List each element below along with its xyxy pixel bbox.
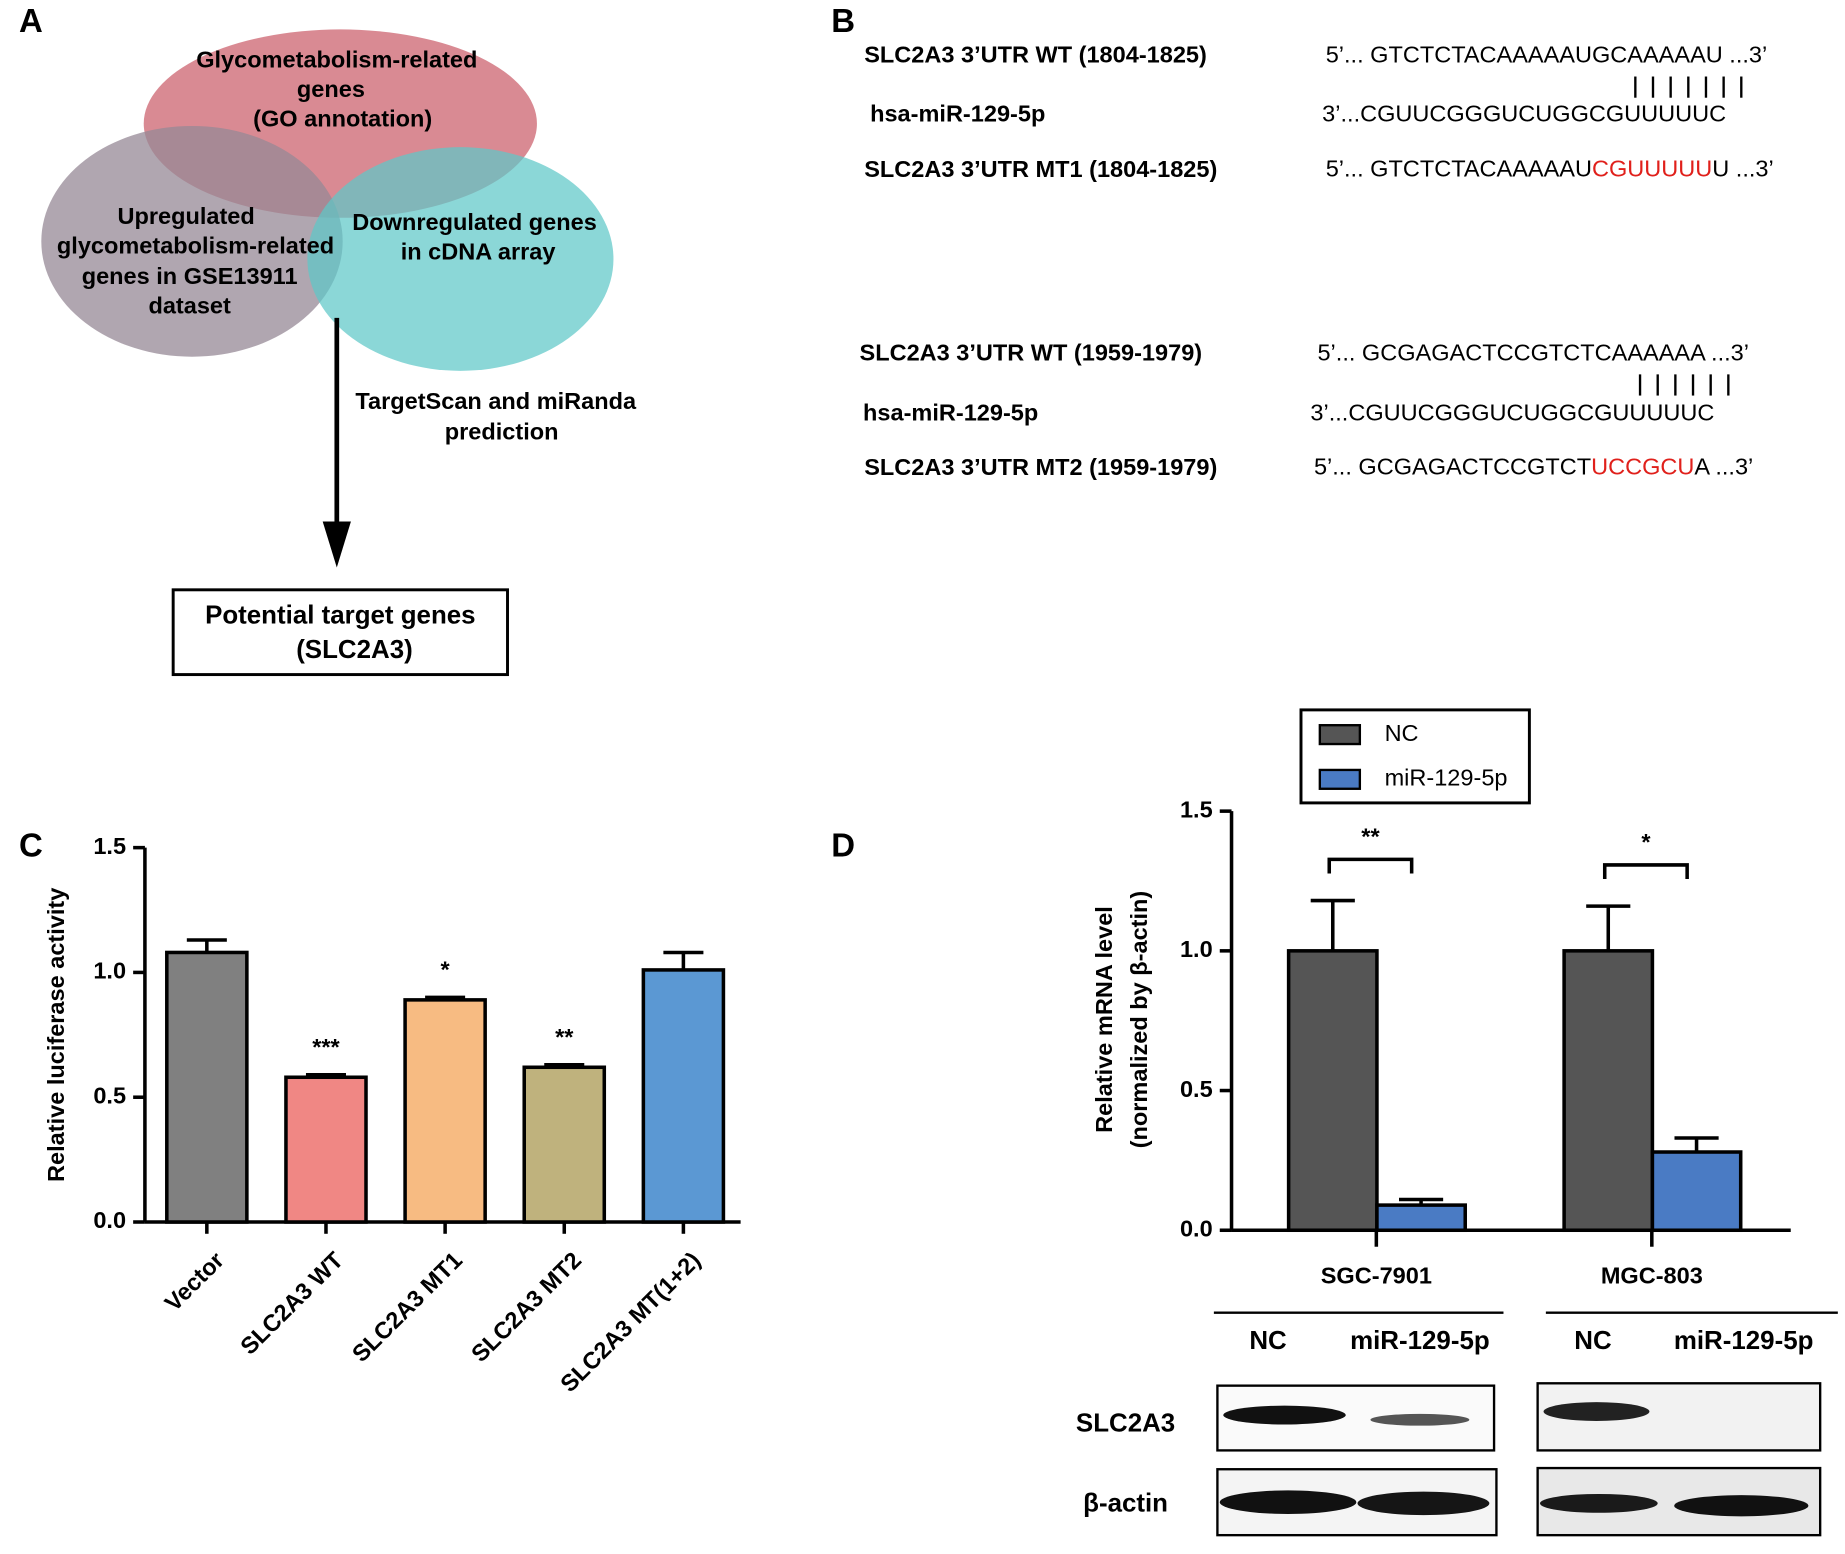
error-bar	[1310, 898, 1355, 951]
y-tick-label: 1.5	[93, 833, 126, 859]
arrow-head	[322, 521, 351, 568]
sequence-part: 5’... GCGAGACTCCGTCT	[1314, 454, 1591, 480]
bar	[403, 998, 487, 1224]
x-tick-label: SGC-7901	[1321, 1263, 1432, 1289]
seq-label: hsa-miR-129-5p	[870, 101, 1045, 127]
blot-column-label: NC	[1249, 1327, 1286, 1355]
venn-label: in cDNA array	[401, 238, 556, 264]
panel-label: C	[19, 826, 43, 863]
venn-left	[41, 125, 343, 357]
blot-column-label: NC	[1574, 1327, 1611, 1355]
y-tick-label: 0.5	[1180, 1076, 1213, 1102]
error-bar	[663, 950, 704, 970]
y-axis-label: (normalized by β-actin)	[1126, 891, 1152, 1149]
y-axis-label: Relative luciferase activity	[43, 888, 69, 1182]
sequence: 5’... GCGAGACTCCGTCTCAAAAAA ...3’	[1317, 340, 1749, 366]
error-bar	[544, 1063, 585, 1068]
blot-images	[1216, 1382, 1822, 1537]
sequence-part: 5’... GTCTCTACAAAAAU	[1326, 156, 1592, 182]
venn-label: genes in GSE13911	[82, 263, 298, 289]
significance: *	[441, 957, 451, 983]
arrow-label: TargetScan and miRanda	[355, 388, 637, 414]
significance: ***	[312, 1034, 340, 1060]
sequence: 3’...CGUUCGGGUCUGGCGUUUUUC	[1322, 101, 1726, 127]
blot-row-label: SLC2A3	[1076, 1409, 1175, 1437]
x-tick-label: SLC2A3 WT	[235, 1246, 348, 1359]
result-box	[171, 588, 509, 677]
error-bar	[186, 938, 227, 953]
error-bar	[305, 1072, 346, 1078]
legend-label: NC	[1385, 720, 1419, 746]
bar	[1650, 1150, 1743, 1233]
sequence-part: U ...3’	[1712, 156, 1773, 182]
arrow-label: prediction	[445, 418, 559, 444]
error-bar	[1674, 1136, 1719, 1153]
seq-label: SLC2A3 3’UTR WT (1804-1825)	[864, 42, 1207, 68]
panel-label: B	[831, 2, 855, 39]
x-tick-label: MGC-803	[1601, 1263, 1703, 1289]
error-bar	[1399, 1197, 1444, 1206]
seq-label: SLC2A3 3’UTR WT (1959-1979)	[860, 340, 1203, 366]
venn-label: Glycometabolism-related	[196, 46, 477, 72]
y-tick-label: 1.5	[1180, 796, 1213, 822]
sequence: 3’...CGUUCGGGUCUGGCGUUUUUC	[1310, 400, 1714, 426]
result-label: (SLC2A3)	[296, 636, 413, 664]
legend-swatch	[1318, 724, 1362, 746]
bar	[284, 1075, 368, 1224]
x-tick-label: SLC2A3 MT1	[347, 1247, 467, 1367]
blot-row-label: β-actin	[1083, 1489, 1168, 1517]
seq-label: SLC2A3 3’UTR MT2 (1959-1979)	[864, 454, 1217, 480]
result-label: Potential target genes	[205, 602, 475, 630]
x-tick-label: SLC2A3 MT2	[466, 1247, 586, 1367]
panel-label: A	[19, 2, 43, 39]
error-bar	[1586, 904, 1631, 951]
significance: **	[555, 1024, 574, 1050]
significance-bracket	[1327, 857, 1414, 874]
significance-bracket	[1602, 863, 1689, 880]
seq-label: SLC2A3 3’UTR MT1 (1804-1825)	[864, 156, 1217, 182]
panel-label: D	[831, 826, 855, 863]
blot-column-label: miR-129-5p	[1350, 1327, 1490, 1355]
bar	[641, 968, 726, 1224]
sequence: 5’... GCGAGACTCCGTCTUCCGCUA ...3’	[1314, 454, 1753, 480]
bar	[1375, 1203, 1467, 1233]
x-tick-label: Vector	[160, 1247, 229, 1316]
y-tick-label: 0.0	[1180, 1215, 1213, 1241]
y-tick-label: 0.0	[93, 1207, 126, 1233]
y-tick-label: 1.0	[1180, 936, 1213, 962]
legend-swatch	[1318, 768, 1362, 790]
venn-label: dataset	[148, 292, 231, 318]
significance: *	[1641, 829, 1651, 855]
error-bar	[425, 995, 466, 1000]
y-tick-label: 1.0	[93, 958, 126, 984]
venn-label: glycometabolism-related	[57, 232, 334, 258]
venn-label: Downregulated genes	[352, 209, 597, 235]
sequence-part: UCCGCU	[1591, 454, 1694, 480]
venn-label: Upregulated	[117, 203, 254, 229]
venn-label: genes	[297, 76, 365, 102]
sequence-part: A ...3’	[1694, 454, 1753, 480]
sequence-part: CGUUUUU	[1592, 156, 1712, 182]
venn-label: (GO annotation)	[253, 105, 432, 131]
bar	[165, 950, 249, 1224]
bar	[1562, 949, 1655, 1233]
blot-column-label: miR-129-5p	[1674, 1327, 1814, 1355]
bar	[522, 1065, 607, 1224]
y-tick-label: 0.5	[93, 1082, 126, 1108]
venn-right	[307, 147, 614, 371]
seq-label: hsa-miR-129-5p	[863, 400, 1038, 426]
bar	[1286, 949, 1379, 1233]
legend-label: miR-129-5p	[1385, 765, 1508, 791]
sequence: 5’... GTCTCTACAAAAAUGCAAAAAU ...3’	[1326, 42, 1768, 68]
sequence: 5’... GTCTCTACAAAAAUCGUUUUUU ...3’	[1326, 156, 1774, 182]
significance: **	[1361, 823, 1380, 849]
y-axis-label: Relative mRNA level	[1091, 906, 1117, 1133]
